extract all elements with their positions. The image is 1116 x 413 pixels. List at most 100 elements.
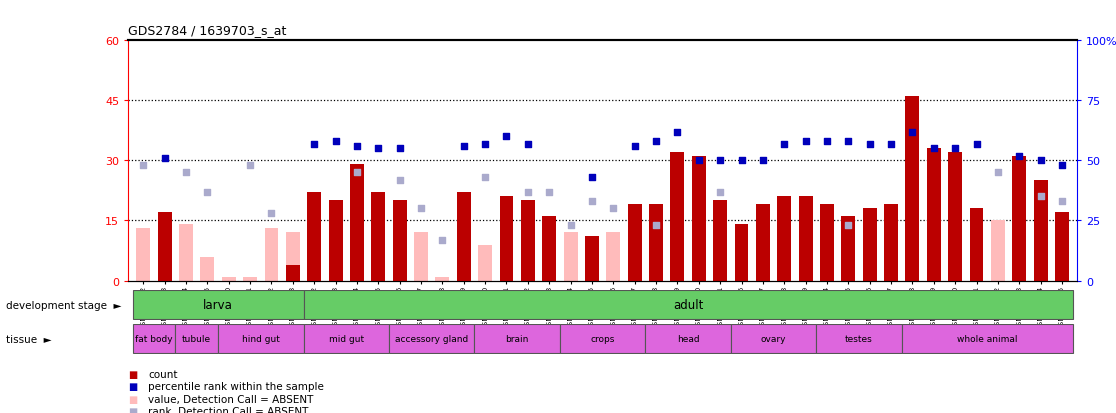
Bar bbox=[1055, 213, 1069, 281]
Point bbox=[904, 129, 922, 135]
Point bbox=[626, 143, 644, 150]
Bar bbox=[949, 153, 962, 281]
Text: value, Detection Call = ABSENT: value, Detection Call = ABSENT bbox=[148, 394, 314, 404]
Point bbox=[412, 206, 430, 212]
Point bbox=[732, 158, 750, 164]
Bar bbox=[243, 277, 257, 281]
Point bbox=[818, 139, 836, 145]
Text: ■: ■ bbox=[128, 381, 137, 391]
Point bbox=[391, 177, 408, 183]
Point bbox=[690, 158, 708, 164]
FancyBboxPatch shape bbox=[645, 324, 731, 354]
Point bbox=[519, 141, 537, 147]
Bar bbox=[692, 157, 705, 281]
Bar bbox=[799, 197, 812, 281]
FancyBboxPatch shape bbox=[133, 324, 175, 354]
Bar bbox=[627, 205, 642, 281]
Point bbox=[477, 141, 494, 147]
Bar bbox=[328, 201, 343, 281]
FancyBboxPatch shape bbox=[816, 324, 902, 354]
Point bbox=[561, 223, 579, 229]
Bar bbox=[393, 201, 406, 281]
Bar bbox=[692, 237, 705, 281]
FancyBboxPatch shape bbox=[560, 324, 645, 354]
Bar bbox=[393, 233, 406, 281]
Point bbox=[306, 141, 324, 147]
Point bbox=[668, 129, 686, 135]
Bar bbox=[307, 193, 321, 281]
Text: adult: adult bbox=[673, 299, 703, 311]
Point bbox=[156, 155, 174, 162]
Bar bbox=[713, 225, 728, 281]
Bar bbox=[585, 245, 599, 281]
Text: crops: crops bbox=[590, 335, 615, 343]
Bar bbox=[500, 197, 513, 281]
Point bbox=[177, 170, 195, 176]
Point bbox=[839, 139, 857, 145]
Point bbox=[327, 139, 345, 145]
Bar bbox=[863, 277, 877, 281]
Bar bbox=[350, 165, 364, 281]
Bar bbox=[1033, 277, 1048, 281]
Point bbox=[711, 189, 729, 195]
Bar bbox=[756, 205, 770, 281]
FancyBboxPatch shape bbox=[175, 324, 218, 354]
Point bbox=[369, 146, 387, 152]
Bar bbox=[734, 225, 749, 281]
Bar bbox=[456, 233, 471, 281]
Text: ovary: ovary bbox=[761, 335, 787, 343]
Text: ■: ■ bbox=[128, 394, 137, 404]
FancyBboxPatch shape bbox=[218, 324, 304, 354]
Bar bbox=[157, 213, 172, 281]
Bar bbox=[222, 277, 235, 281]
Point bbox=[882, 141, 899, 147]
Bar bbox=[927, 149, 941, 281]
Point bbox=[519, 189, 537, 195]
Text: fat body: fat body bbox=[135, 335, 173, 343]
Bar bbox=[585, 237, 599, 281]
FancyBboxPatch shape bbox=[902, 324, 1072, 354]
Point bbox=[583, 175, 600, 181]
Text: head: head bbox=[676, 335, 700, 343]
Bar bbox=[905, 97, 920, 281]
Bar bbox=[286, 265, 300, 281]
Text: larva: larva bbox=[203, 299, 233, 311]
FancyBboxPatch shape bbox=[389, 324, 474, 354]
Bar bbox=[991, 221, 1004, 281]
Bar bbox=[1055, 265, 1069, 281]
Bar bbox=[820, 205, 834, 281]
Text: mid gut: mid gut bbox=[329, 335, 364, 343]
Text: whole animal: whole animal bbox=[956, 335, 1018, 343]
Bar bbox=[328, 213, 343, 281]
Point bbox=[455, 143, 473, 150]
Text: count: count bbox=[148, 369, 177, 379]
Text: accessory gland: accessory gland bbox=[395, 335, 469, 343]
Point bbox=[583, 199, 600, 205]
Bar bbox=[350, 225, 364, 281]
Bar bbox=[841, 217, 855, 281]
Point bbox=[797, 139, 815, 145]
Point bbox=[199, 189, 217, 195]
Text: GDS2784 / 1639703_s_at: GDS2784 / 1639703_s_at bbox=[128, 24, 287, 37]
Point bbox=[860, 141, 878, 147]
Text: ■: ■ bbox=[128, 369, 137, 379]
FancyBboxPatch shape bbox=[304, 290, 1072, 320]
Point bbox=[1031, 194, 1049, 200]
Point bbox=[1031, 158, 1049, 164]
Point bbox=[348, 170, 366, 176]
Point bbox=[989, 170, 1007, 176]
Point bbox=[925, 146, 943, 152]
Point bbox=[647, 139, 665, 145]
Bar bbox=[841, 277, 855, 281]
Point bbox=[241, 163, 259, 169]
Point bbox=[477, 175, 494, 181]
Point bbox=[262, 211, 280, 217]
Text: development stage  ►: development stage ► bbox=[6, 300, 121, 310]
Point bbox=[968, 141, 985, 147]
Point bbox=[1054, 163, 1071, 169]
Bar bbox=[564, 233, 578, 281]
Bar bbox=[201, 257, 214, 281]
Bar bbox=[606, 233, 620, 281]
Bar bbox=[372, 193, 385, 281]
Point bbox=[839, 223, 857, 229]
